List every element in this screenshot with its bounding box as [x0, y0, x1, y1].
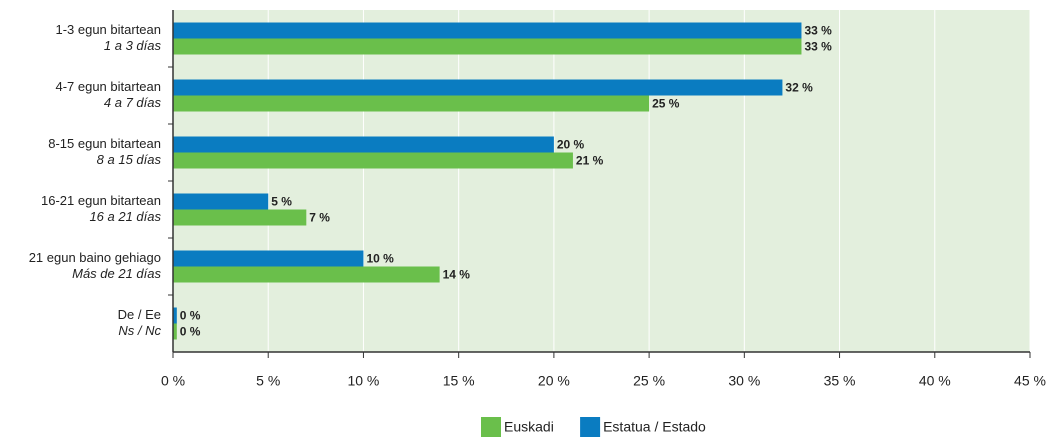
bar [173, 209, 307, 226]
bar [173, 323, 177, 340]
bar [173, 307, 177, 324]
x-tick-label: 25 % [633, 373, 665, 389]
bar [173, 95, 650, 112]
value-label: 7 % [309, 211, 330, 225]
value-label: 33 % [804, 24, 832, 38]
y-tick-label: 16 a 21 días [89, 209, 161, 224]
legend-swatch [580, 417, 601, 437]
value-label: 0 % [180, 309, 201, 323]
y-tick-label: 8-15 egun bitartean [48, 136, 161, 151]
value-label: 10 % [366, 252, 394, 266]
y-tick-label: 1 a 3 días [104, 38, 162, 53]
value-label: 0 % [180, 325, 201, 339]
y-tick-label: Ns / Nc [118, 323, 161, 338]
value-label: 32 % [785, 81, 813, 95]
x-tick-label: 15 % [443, 373, 475, 389]
y-tick-label: De / Ee [118, 307, 161, 322]
bar [173, 266, 440, 283]
legend-label: Estatua / Estado [603, 419, 706, 435]
bar [173, 152, 573, 169]
bar [173, 193, 269, 210]
x-tick-label: 10 % [347, 373, 379, 389]
y-tick-label: 8 a 15 días [97, 152, 162, 167]
bar [173, 38, 802, 55]
y-tick-label: 4-7 egun bitartean [55, 79, 161, 94]
value-label: 25 % [652, 97, 680, 111]
legend-label: Euskadi [504, 419, 554, 435]
bar [173, 250, 364, 267]
x-tick-label: 5 % [256, 373, 280, 389]
y-tick-label: 4 a 7 días [104, 95, 162, 110]
x-tick-label: 20 % [538, 373, 570, 389]
y-tick-label: Más de 21 días [72, 266, 161, 281]
y-tick-label: 1-3 egun bitartean [55, 22, 161, 37]
value-label: 20 % [557, 138, 585, 152]
value-label: 5 % [271, 195, 292, 209]
plot-background [173, 10, 1030, 352]
bar [173, 79, 783, 96]
x-tick-label: 45 % [1014, 373, 1046, 389]
value-label: 21 % [576, 154, 604, 168]
value-label: 33 % [804, 40, 832, 54]
x-tick-label: 35 % [824, 373, 856, 389]
y-tick-label: 16-21 egun bitartean [41, 193, 161, 208]
x-tick-label: 0 % [161, 373, 185, 389]
bar [173, 136, 554, 153]
x-tick-label: 30 % [728, 373, 760, 389]
x-tick-label: 40 % [919, 373, 951, 389]
legend-swatch [481, 417, 501, 437]
bar [173, 22, 802, 39]
value-label: 14 % [443, 268, 471, 282]
y-tick-label: 21 egun baino gehiago [29, 250, 161, 265]
